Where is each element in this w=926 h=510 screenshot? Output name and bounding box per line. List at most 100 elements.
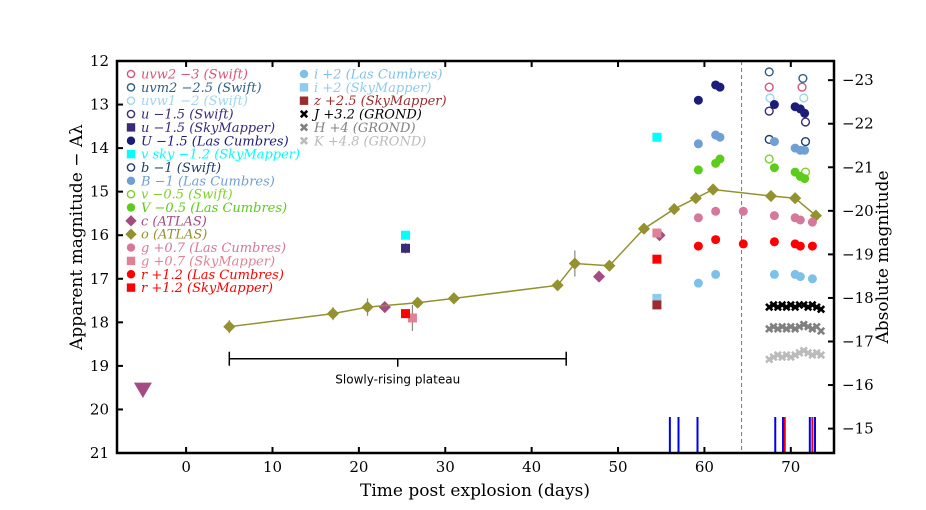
series-5 — [693, 80, 810, 118]
legend-marker — [126, 283, 136, 292]
legend-label: g +0.7 (Las Cumbres) — [141, 241, 286, 256]
legend-label: i +2 (Las Cumbres) — [314, 68, 442, 83]
legend-marker — [125, 228, 137, 240]
x-tick-label: 20 — [349, 458, 368, 476]
data-point — [769, 300, 778, 310]
series-8 — [693, 130, 810, 155]
data-point — [795, 215, 805, 225]
series-4 — [401, 243, 411, 253]
data-point — [803, 322, 813, 331]
data-point — [715, 154, 725, 164]
data-point — [693, 95, 703, 105]
x-tick-label: 50 — [608, 458, 627, 476]
x-marker-stroke — [799, 346, 808, 355]
legend-marker — [126, 109, 136, 119]
data-point — [778, 322, 787, 331]
legend-entry: uvw1 −2 (Swift) — [126, 94, 248, 109]
data-point — [812, 348, 821, 357]
legend-label: i +2 (SkyMapper) — [314, 81, 431, 96]
data-point — [800, 136, 811, 147]
legend-entry: i +2 (SkyMapper) — [299, 81, 431, 96]
x-marker-stroke — [816, 305, 826, 314]
series-line — [229, 188, 817, 328]
data-point — [637, 222, 651, 235]
data-point — [816, 305, 826, 314]
data-point — [765, 355, 774, 364]
series-18 — [652, 293, 662, 303]
legend-entry: v sky −1.2 (SkyMapper) — [126, 148, 300, 163]
data-point — [807, 217, 817, 227]
legend-entry: g +0.7 (SkyMapper) — [126, 254, 275, 269]
x-marker-stroke — [765, 324, 774, 333]
data-point — [798, 73, 808, 84]
x-marker-stroke — [778, 300, 787, 310]
series-16 — [401, 254, 662, 319]
data-point — [799, 300, 808, 310]
legend-entry: u −1.5 (SkyMapper) — [126, 121, 275, 136]
y-tick-label: 14 — [90, 139, 109, 157]
legend-entry: J +3.2 (GROND) — [299, 108, 422, 123]
legend-entry: K +4.8 (GROND) — [299, 134, 426, 149]
legend-marker — [126, 136, 136, 145]
legend-label: c (ATLAS) — [141, 214, 207, 229]
legend-label: H +4 (GROND) — [313, 121, 416, 136]
series-13 — [693, 206, 817, 227]
legend-label: J +3.2 (GROND) — [311, 108, 422, 123]
legend-label: r +1.2 (Las Cumbres) — [141, 268, 284, 283]
legend-label: uvm2 −2.5 (Swift) — [141, 81, 262, 96]
legend-entry: U −1.5 (Las Cumbres) — [126, 134, 289, 149]
series-12 — [223, 183, 822, 333]
data-point — [808, 324, 817, 333]
y-tick-label: 15 — [90, 183, 109, 201]
data-point — [803, 302, 813, 312]
data-point — [789, 192, 802, 205]
x-marker-stroke — [812, 322, 821, 331]
y-tick-label: 17 — [90, 270, 109, 288]
legend-marker — [126, 256, 136, 266]
data-point — [693, 241, 703, 251]
legend-entry: B −1 (Las Cumbres) — [126, 174, 275, 189]
x-tick-label: 40 — [522, 458, 541, 476]
data-point — [803, 348, 813, 357]
legend-label: b −1 (Swift) — [141, 161, 221, 176]
x-marker-stroke — [773, 324, 782, 333]
y-axis-title: Apparent magnitude − Aλ — [67, 124, 87, 351]
data-point — [809, 209, 822, 222]
data-point — [795, 272, 805, 282]
plateau-annotation: Slowly-rising plateau — [335, 373, 460, 387]
data-point — [568, 257, 581, 270]
y-tick-label: 13 — [90, 96, 109, 114]
data-point — [765, 302, 774, 312]
x-marker-stroke — [773, 302, 782, 312]
x-marker-stroke — [816, 326, 826, 336]
x-marker-stroke — [808, 350, 817, 360]
data-point — [769, 322, 778, 331]
data-point — [711, 235, 721, 245]
data-point — [652, 228, 662, 238]
x-tick-label: 0 — [181, 458, 191, 476]
series-layer — [133, 67, 826, 398]
series-10 — [693, 154, 810, 184]
legend-marker — [299, 69, 309, 79]
x-marker-stroke — [782, 302, 791, 312]
legend-marker — [126, 176, 136, 185]
x-marker-stroke — [786, 300, 795, 310]
data-point — [782, 350, 791, 360]
data-point — [773, 350, 782, 360]
data-point — [764, 82, 774, 92]
data-point — [711, 206, 721, 216]
legend-marker — [126, 69, 136, 79]
legend-marker — [299, 123, 309, 132]
legend-entry: z +2.5 (SkyMapper) — [299, 94, 447, 109]
x-marker-stroke — [773, 350, 782, 360]
x-marker-stroke — [778, 322, 787, 331]
data-point — [689, 192, 702, 205]
x-tick-label: 10 — [263, 458, 282, 476]
legend-marker — [299, 109, 309, 119]
data-point — [361, 301, 374, 314]
data-point — [769, 100, 779, 110]
data-point — [652, 293, 662, 303]
data-point — [764, 189, 778, 203]
data-point — [693, 139, 703, 149]
x-marker-stroke — [795, 348, 804, 357]
